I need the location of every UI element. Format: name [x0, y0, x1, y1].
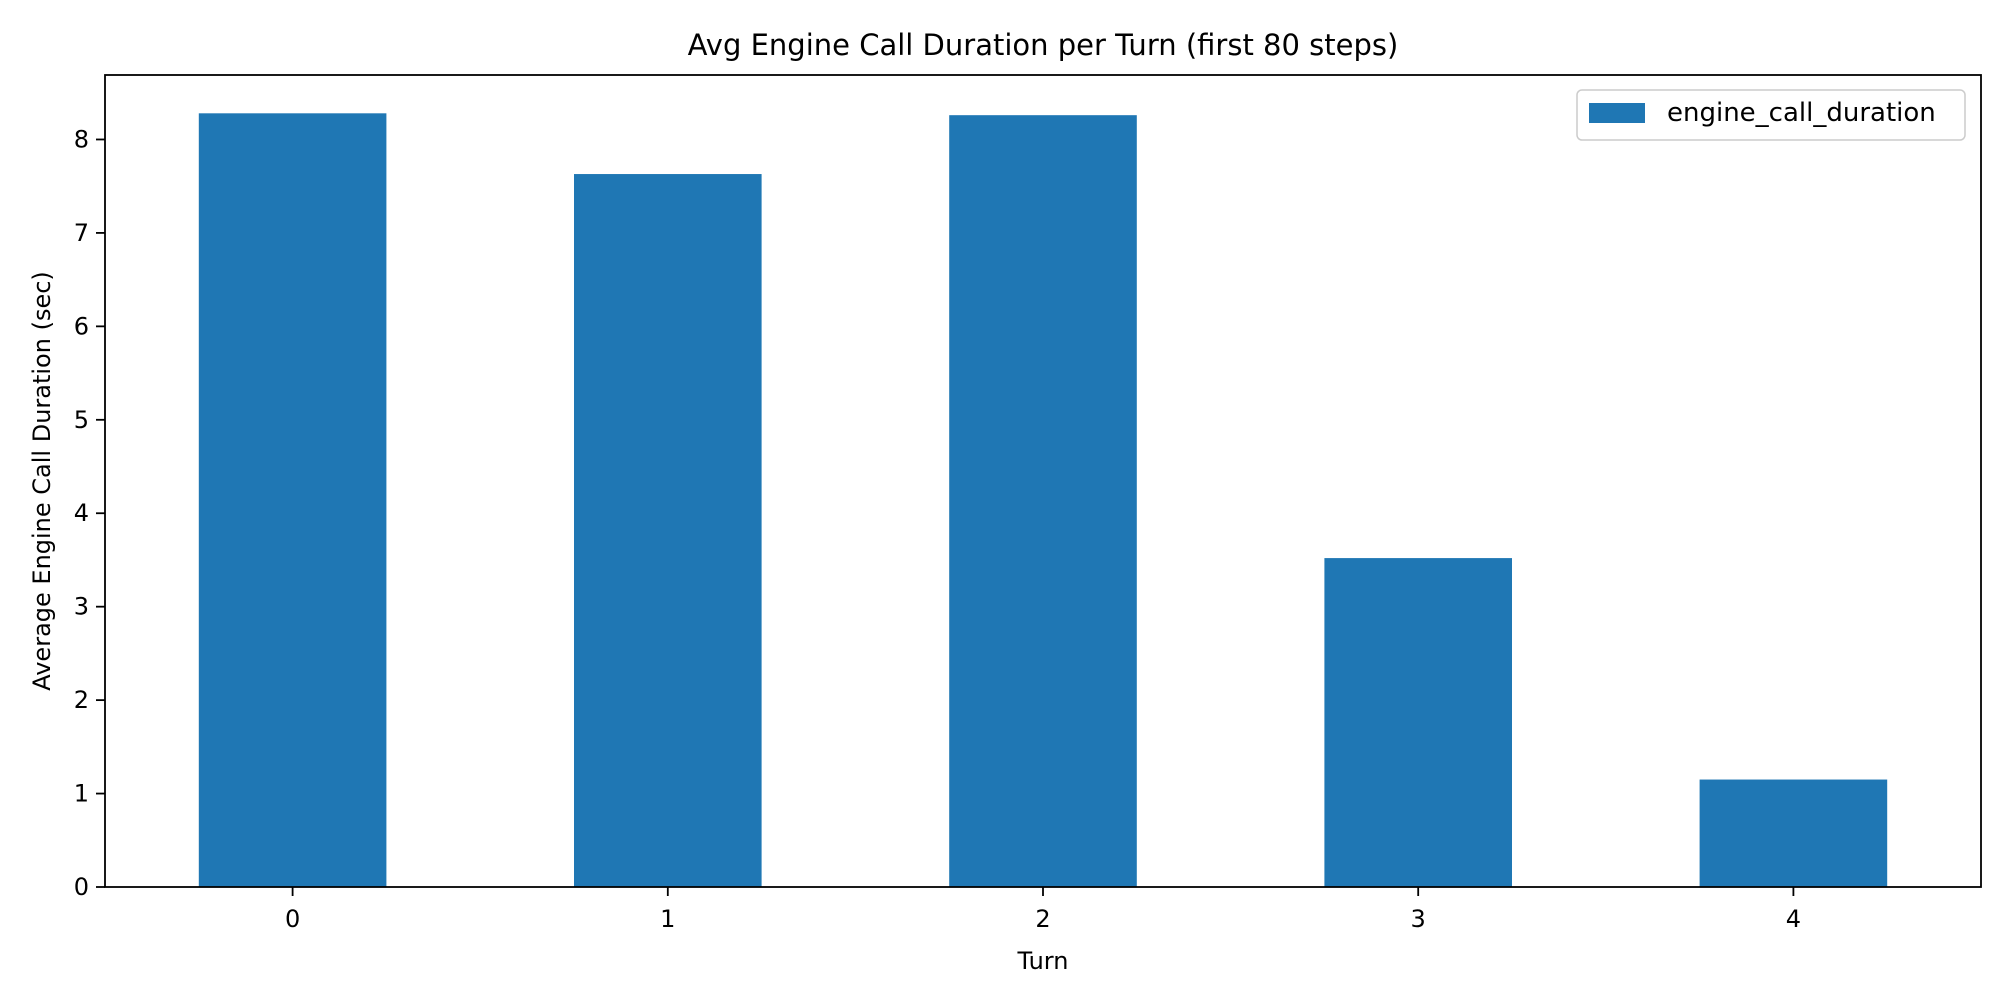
x-tick-label: 2: [1035, 905, 1050, 933]
y-tick-label: 2: [74, 686, 89, 714]
y-tick-label: 4: [74, 499, 89, 527]
y-tick-label: 0: [74, 873, 89, 901]
legend-swatch: [1589, 103, 1645, 123]
legend-label: engine_call_duration: [1667, 98, 1936, 128]
y-tick-label: 7: [74, 219, 89, 247]
y-tick-label: 1: [74, 780, 89, 808]
x-axis: 0 1 2 3 4: [285, 887, 1801, 933]
x-tick-label: 1: [660, 905, 675, 933]
legend: engine_call_duration: [1576, 89, 1966, 141]
bar-turn-1: [574, 174, 762, 887]
y-tick-label: 3: [74, 593, 89, 621]
y-axis: 0 1 2 3 4 5 6 7 8: [74, 125, 105, 901]
bar-turn-0: [198, 113, 387, 888]
x-tick-label: 4: [1786, 905, 1801, 933]
bar-turn-4: [1699, 779, 1888, 887]
bars-layer: [198, 113, 1888, 888]
y-tick-label: 5: [74, 406, 89, 434]
x-axis-label: Turn: [1017, 947, 1069, 975]
chart-title: Avg Engine Call Duration per Turn (first…: [688, 28, 1399, 62]
x-tick-label: 0: [285, 905, 300, 933]
y-tick-label: 6: [74, 312, 89, 340]
x-tick-label: 3: [1411, 905, 1426, 933]
y-axis-label: Average Engine Call Duration (sec): [28, 271, 56, 691]
legend-frame: [1576, 89, 1966, 141]
bar-turn-3: [1324, 558, 1512, 887]
bar-turn-2: [949, 115, 1137, 888]
y-tick-label: 8: [74, 125, 89, 153]
